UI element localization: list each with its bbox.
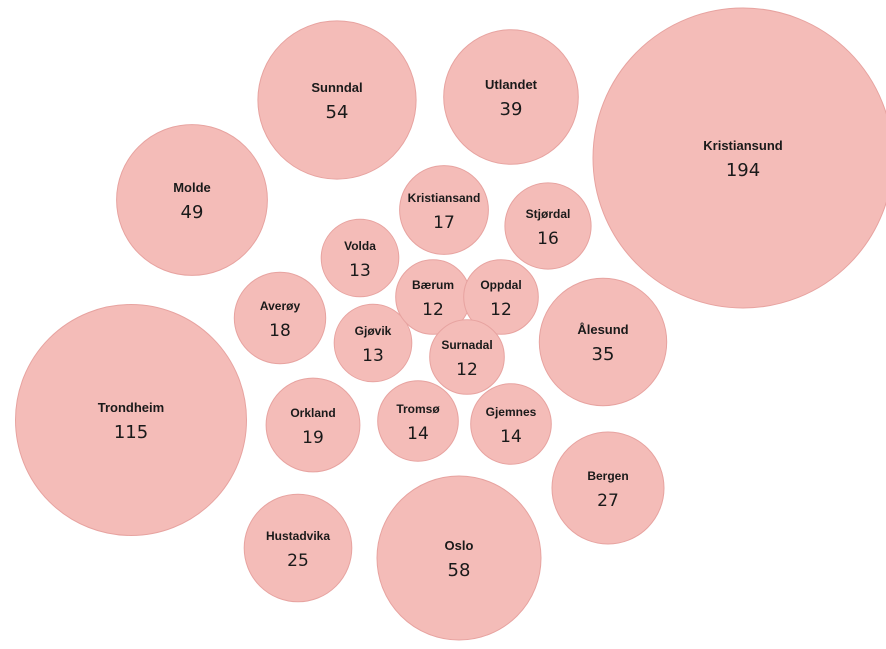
bubble-bergen: Bergen 27: [551, 431, 665, 545]
bubble-value: 13: [349, 261, 371, 281]
bubble-circle: [320, 218, 400, 298]
bubble-label: Utlandet: [485, 77, 538, 92]
bubble-value: 12: [490, 300, 512, 320]
bubble-circle: [243, 493, 353, 603]
bubble-value: 12: [456, 360, 478, 380]
bubble-value: 13: [362, 346, 384, 366]
bubble-value: 25: [287, 551, 309, 571]
bubble-label: Kristiansand: [408, 191, 481, 205]
bubble-stjordal: Stjørdal 16: [504, 182, 592, 270]
bubble-alesund: Ålesund 35: [538, 277, 668, 407]
bubble-circle: [333, 303, 413, 383]
bubble-gjemnes: Gjemnes 14: [470, 383, 552, 465]
bubble-circle: [15, 304, 247, 536]
bubble-circle: [399, 165, 489, 255]
bubble-circle: [233, 271, 327, 365]
bubble-value: 39: [500, 99, 523, 120]
bubble-molde: Molde 49: [116, 124, 268, 276]
bubble-label: Sunndal: [311, 80, 362, 95]
bubble-value: 14: [407, 424, 429, 444]
bubble-tromso: Tromsø 14: [377, 380, 459, 462]
bubble-circle: [443, 29, 579, 165]
bubble-gjovik: Gjøvik 13: [333, 303, 413, 383]
bubble-averoy: Averøy 18: [233, 271, 327, 365]
bubble-value: 17: [433, 213, 455, 233]
bubble-circle: [538, 277, 668, 407]
bubble-circle: [377, 380, 459, 462]
bubble-surnadal: Surnadal 12: [429, 319, 505, 395]
bubble-value: 14: [500, 427, 522, 447]
bubble-circle: [429, 319, 505, 395]
bubble-value: 12: [422, 300, 444, 320]
bubble-orkland: Orkland 19: [265, 377, 361, 473]
bubble-label: Oslo: [445, 538, 474, 553]
bubble-value: 49: [181, 202, 204, 223]
bubble-label: Kristiansund: [703, 138, 783, 153]
bubble-value: 35: [592, 344, 615, 365]
bubble-circle: [504, 182, 592, 270]
bubble-circle: [463, 259, 539, 335]
bubble-value: 115: [114, 422, 148, 443]
bubble-oslo: Oslo 58: [376, 475, 542, 641]
bubble-hustadvika: Hustadvika 25: [243, 493, 353, 603]
bubble-circle: [116, 124, 268, 276]
bubble-sunndal: Sunndal 54: [257, 20, 417, 180]
bubble-label: Hustadvika: [266, 529, 330, 543]
bubble-utlandet: Utlandet 39: [443, 29, 579, 165]
bubble-value: 58: [448, 560, 471, 581]
bubble-value: 16: [537, 229, 559, 249]
bubble-value: 18: [269, 321, 291, 341]
bubble-label: Gjemnes: [486, 405, 537, 419]
bubble-oppdal: Oppdal 12: [463, 259, 539, 335]
bubble-value: 19: [302, 428, 324, 448]
bubble-circle: [265, 377, 361, 473]
bubble-label: Bærum: [412, 278, 454, 292]
bubble-baerum: Bærum 12: [395, 259, 471, 335]
bubble-value: 54: [326, 102, 349, 123]
bubble-label: Surnadal: [441, 338, 492, 352]
bubble-value: 194: [726, 160, 760, 181]
bubble-label: Molde: [173, 180, 211, 195]
bubble-circle: [376, 475, 542, 641]
bubble-volda: Volda 13: [320, 218, 400, 298]
bubble-label: Trondheim: [98, 400, 164, 415]
bubble-circle: [470, 383, 552, 465]
bubble-label: Oppdal: [480, 278, 521, 292]
bubble-label: Bergen: [587, 469, 628, 483]
bubble-label: Stjørdal: [526, 207, 571, 221]
bubble-circle: [257, 20, 417, 180]
bubble-circle: [551, 431, 665, 545]
bubble-value: 27: [597, 491, 619, 511]
bubble-label: Volda: [344, 239, 376, 253]
bubble-label: Orkland: [290, 406, 335, 420]
bubble-label: Ålesund: [577, 322, 628, 337]
bubble-trondheim: Trondheim 115: [15, 304, 247, 536]
bubble-label: Gjøvik: [355, 324, 392, 338]
bubble-circle: [592, 7, 886, 309]
bubble-label: Tromsø: [396, 402, 440, 416]
bubble-kristiansand: Kristiansand 17: [399, 165, 489, 255]
bubble-label: Averøy: [260, 299, 301, 313]
bubble-kristiansund: Kristiansund 194: [592, 7, 886, 309]
